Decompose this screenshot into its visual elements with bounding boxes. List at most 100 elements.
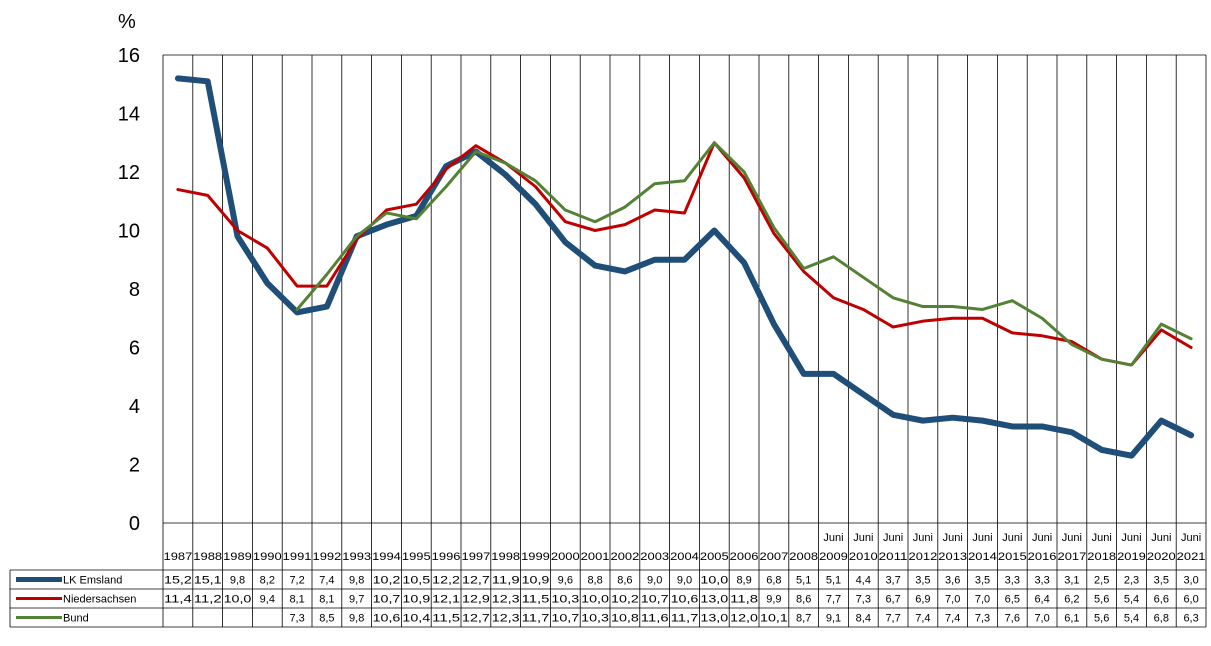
y-tick-label: 4 bbox=[129, 396, 140, 418]
table-cell-value: 7,0 bbox=[945, 594, 960, 606]
table-cell-value: 6,3 bbox=[1183, 613, 1198, 625]
table-cell-value: 3,5 bbox=[975, 575, 990, 587]
gridlines bbox=[162, 54, 1207, 627]
table-cell-value: 11,5 bbox=[522, 594, 550, 606]
category-label-top: Juni bbox=[1092, 532, 1112, 544]
table-cell-value: 9,1 bbox=[826, 613, 841, 625]
category-label: 2007 bbox=[760, 551, 789, 563]
category-label: 2009 bbox=[819, 551, 848, 563]
table-cell-value: 3,5 bbox=[1154, 575, 1169, 587]
category-label: 2004 bbox=[670, 551, 699, 563]
category-label: 1989 bbox=[223, 551, 252, 563]
category-label-top: Juni bbox=[1121, 532, 1141, 544]
table-cell-value: 8,6 bbox=[617, 575, 632, 587]
table-cell-value: 12,3 bbox=[492, 613, 520, 625]
table-cell-value: 6,4 bbox=[1034, 594, 1049, 606]
table-cell-value: 7,4 bbox=[319, 575, 334, 587]
table-cell-value: 9,8 bbox=[349, 575, 364, 587]
category-label-top: Juni bbox=[1151, 532, 1171, 544]
y-tick-label: 12 bbox=[118, 162, 140, 184]
table-cell-value: 9,9 bbox=[766, 594, 781, 606]
table-cell-value: 5,1 bbox=[826, 575, 841, 587]
category-label: 1999 bbox=[521, 551, 550, 563]
category-label: 1992 bbox=[313, 551, 342, 563]
category-label-top: Juni bbox=[913, 532, 933, 544]
table-cell-value: 8,1 bbox=[289, 594, 304, 606]
category-label: 1991 bbox=[283, 551, 312, 563]
category-label: 1997 bbox=[462, 551, 491, 563]
category-label: 2019 bbox=[1117, 551, 1146, 563]
series-line-bund bbox=[295, 141, 1193, 367]
table-cell-value: 5,4 bbox=[1124, 613, 1139, 625]
table-cell-value: 3,6 bbox=[945, 575, 960, 587]
category-label: 1988 bbox=[193, 551, 222, 563]
y-tick-label: 8 bbox=[129, 279, 140, 301]
table-cell-value: 10,0 bbox=[581, 594, 609, 606]
category-label: 2010 bbox=[849, 551, 878, 563]
table-cell-value: 10,7 bbox=[551, 613, 579, 625]
table-cell-value: 10,9 bbox=[402, 594, 430, 606]
table-cell-value: 12,2 bbox=[432, 575, 460, 587]
table-cell-value: 15,2 bbox=[164, 575, 192, 587]
table-cell-value: 8,7 bbox=[796, 613, 811, 625]
category-label: 1990 bbox=[253, 551, 282, 563]
table-cell-value: 11,9 bbox=[492, 575, 520, 587]
table-cell-value: 9,8 bbox=[349, 613, 364, 625]
table-cell-value: 10,4 bbox=[402, 613, 430, 625]
table-cell-value: 7,7 bbox=[826, 594, 841, 606]
category-label-top: Juni bbox=[883, 532, 903, 544]
category-label: 1994 bbox=[372, 551, 401, 563]
table-cell-value: 3,3 bbox=[1034, 575, 1049, 587]
category-label: 2008 bbox=[789, 551, 818, 563]
table-cell-value: 7,3 bbox=[289, 613, 304, 625]
category-label: 2002 bbox=[611, 551, 640, 563]
table-cell-value: 3,0 bbox=[1183, 575, 1198, 587]
table-cell-value: 8,1 bbox=[319, 594, 334, 606]
category-label: 2012 bbox=[909, 551, 938, 563]
table-cell-value: 7,4 bbox=[945, 613, 960, 625]
table-cell-value: 9,7 bbox=[349, 594, 364, 606]
table-cell-value: 7,6 bbox=[1005, 613, 1020, 625]
category-label-top: Juni bbox=[823, 532, 843, 544]
table-cell-value: 6,0 bbox=[1183, 594, 1198, 606]
category-label: 2018 bbox=[1087, 551, 1116, 563]
table-cell-value: 11,4 bbox=[164, 594, 192, 606]
table-cell-value: 8,6 bbox=[796, 594, 811, 606]
category-label: 2015 bbox=[998, 551, 1027, 563]
category-label: 1998 bbox=[491, 551, 520, 563]
category-label: 1996 bbox=[432, 551, 461, 563]
table-cell-value: 10,5 bbox=[402, 575, 430, 587]
category-label: 2005 bbox=[700, 551, 729, 563]
table-cell-value: 9,6 bbox=[558, 575, 573, 587]
category-label: 2006 bbox=[730, 551, 759, 563]
table-cell-value: 10,6 bbox=[373, 613, 401, 625]
y-tick-label: 0 bbox=[129, 513, 140, 535]
table-cell-value: 12,7 bbox=[462, 613, 490, 625]
category-label-top: Juni bbox=[943, 532, 963, 544]
table-cell-value: 12,1 bbox=[432, 594, 460, 606]
table-cell-value: 11,7 bbox=[522, 613, 550, 625]
table-cell-value: 10,2 bbox=[373, 575, 401, 587]
category-label: 1993 bbox=[342, 551, 371, 563]
category-label-top: Juni bbox=[1062, 532, 1082, 544]
category-label: 2020 bbox=[1147, 551, 1176, 563]
legend-label: Niedersachsen bbox=[63, 594, 136, 606]
table-cell-value: 10,8 bbox=[611, 613, 639, 625]
table-cell-value: 12,7 bbox=[462, 575, 490, 587]
table-cell-value: 10,3 bbox=[581, 613, 609, 625]
category-label: 2017 bbox=[1058, 551, 1087, 563]
table-cell-value: 2,3 bbox=[1124, 575, 1139, 587]
category-label-top: Juni bbox=[1002, 532, 1022, 544]
table-cell-value: 9,0 bbox=[677, 575, 692, 587]
table-cell-value: 6,9 bbox=[915, 594, 930, 606]
table-cell-value: 13,0 bbox=[700, 613, 728, 625]
y-tick-label: 6 bbox=[129, 338, 140, 360]
table-cell-value: 10,0 bbox=[224, 594, 252, 606]
table-cell-value: 10,6 bbox=[671, 594, 699, 606]
table-cell-value: 10,7 bbox=[373, 594, 401, 606]
table-cell-value: 8,8 bbox=[587, 575, 602, 587]
table-cell-value: 5,4 bbox=[1124, 594, 1139, 606]
table-cell-value: 3,7 bbox=[885, 575, 900, 587]
table-cell-value: 3,1 bbox=[1064, 575, 1079, 587]
series-line-lk-emsland bbox=[174, 75, 1195, 459]
